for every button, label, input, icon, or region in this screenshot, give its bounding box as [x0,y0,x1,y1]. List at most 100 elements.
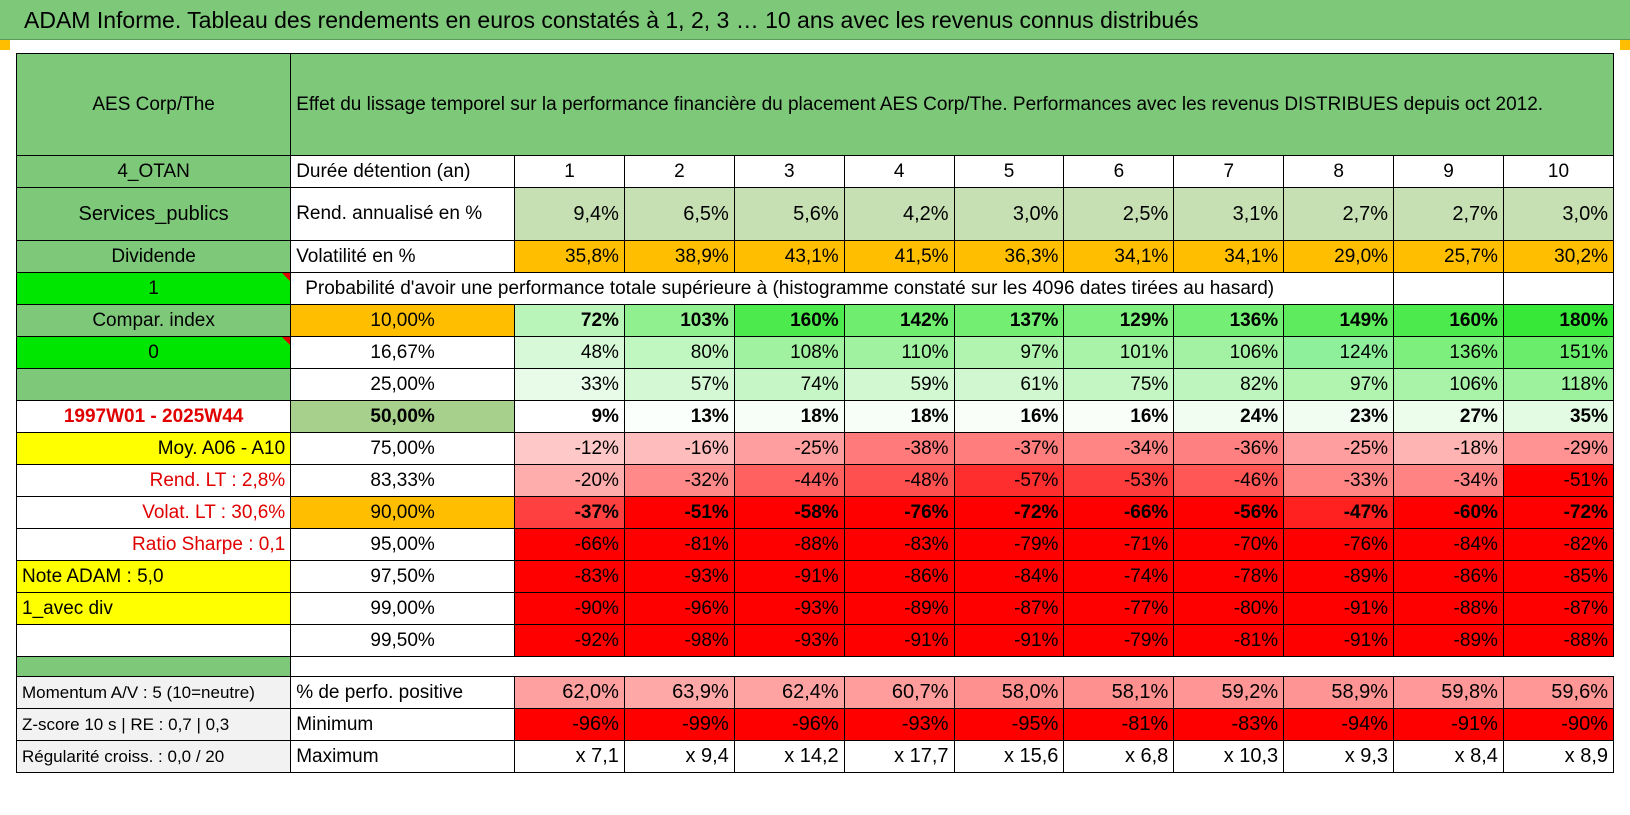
quantile-value: 136% [1173,304,1285,337]
quantile-value: 101% [1063,336,1175,369]
year-header: 4 [843,155,955,188]
stats-value: -90% [1502,708,1615,741]
dividend-label: Dividende [15,240,292,273]
quantile-value: 82% [1173,368,1285,401]
probability-blank-9 [1393,272,1504,305]
volatility-value: 41,5% [843,240,955,273]
quantile-value: -87% [953,592,1065,625]
header-row: AES Corp/The Effet du lissage temporel s… [15,53,1614,156]
quantile-value: 136% [1393,336,1504,369]
quantile-value: -91% [1283,624,1395,657]
quantile-value: -87% [1502,592,1615,625]
probability-level: 99,50% [290,624,516,657]
quantile-value: 24% [1173,400,1285,433]
side-label: 1997W01 - 2025W44 [15,400,292,433]
quantile-value: -82% [1502,528,1615,561]
quantile-value: 18% [733,400,845,433]
probability-level: 97,50% [290,560,516,593]
quantile-row: 1997W01 - 2025W44 50,00% 9% 13% 18% 18% 16% 16%… [15,400,1615,433]
quantile-value: -76% [843,496,955,529]
probability-level: 10,00% [290,304,516,337]
side-label: Ratio Sharpe : 0,1 [15,528,292,561]
quantile-value: -20% [514,464,625,497]
quantile-row: 1_avec div 99,00% -90% -96% -93% -89% -87% -77%… [15,592,1615,625]
stats-value: 58,9% [1283,676,1395,709]
quantile-value: -34% [1063,432,1175,465]
year-header: 5 [953,155,1065,188]
quantile-value: -88% [733,528,845,561]
probability-level: 25,00% [290,368,516,401]
quantile-value: -48% [843,464,955,497]
quantile-value: 35% [1502,400,1615,433]
quantile-value: 118% [1502,368,1615,401]
quantile-value: -53% [1063,464,1175,497]
stats-value: -81% [1063,708,1175,741]
alliance-label: 4_OTAN [15,155,292,188]
stats-value: 58,1% [1063,676,1175,709]
quantile-row: 0 16,67% 48% 80% 108% 110% 97% 101% 106% 124% 136%… [15,336,1615,369]
quantile-value: -84% [953,560,1065,593]
stats-value: -95% [953,708,1065,741]
annual-return-row: Services_publics Rend. annualisé en % 9,… [15,187,1615,241]
stats-value: x 6,8 [1063,740,1175,773]
annual-return-value: 5,6% [733,187,845,241]
year-header: 10 [1502,155,1615,188]
annual-return-value: 9,4% [514,187,625,241]
stats-row: Z-score 10 s | RE : 0,7 | 0,3 Minimum -96%… [15,708,1615,741]
quantile-value: 74% [733,368,845,401]
quantile-value: 137% [953,304,1065,337]
quantile-value: 160% [733,304,845,337]
volatility-value: 29,0% [1283,240,1395,273]
quantile-value: -79% [1063,624,1175,657]
probability-level: 75,00% [290,432,516,465]
quantile-value: -74% [1063,560,1175,593]
probability-level: 90,00% [290,496,516,529]
quantile-value: -91% [733,560,845,593]
returns-table: AES Corp/The Effet du lissage temporel s… [15,53,1615,773]
probability-caption: Probabilité d'avoir une performance tota… [305,277,1275,299]
quantile-value: 16% [1063,400,1175,433]
volatility-label: Volatilité en % [290,240,516,273]
quantile-value: 23% [1283,400,1395,433]
quantile-value: -71% [1063,528,1175,561]
quantile-value: 27% [1393,400,1504,433]
year-header: 9 [1393,155,1504,188]
quantile-value: -72% [953,496,1065,529]
volatility-value: 43,1% [733,240,845,273]
stats-row: Régularité croiss. : 0,0 / 20 Maximum x 7,… [15,740,1615,773]
stats-value: x 17,7 [843,740,955,773]
report-title: ADAM Informe. Tableau des rendements en … [0,0,1630,40]
stats-value: 60,7% [843,676,955,709]
probability-level: 99,00% [290,592,516,625]
stats-value: x 9,4 [623,740,735,773]
volatility-value: 30,2% [1502,240,1615,273]
quantile-value: -89% [1283,560,1395,593]
quantile-value: 9% [514,400,625,433]
quantile-value: 57% [623,368,735,401]
quantile-row: Ratio Sharpe : 0,1 95,00% -66% -81% -88% -83%… [15,528,1615,561]
quantile-value: -33% [1283,464,1395,497]
quantile-value: -56% [1173,496,1285,529]
stats-value: 62,4% [733,676,845,709]
quantile-value: -16% [623,432,735,465]
quantile-value: -93% [623,560,735,593]
volatility-value: 38,9% [623,240,735,273]
quantile-value: -37% [514,496,625,529]
quantile-value: -44% [733,464,845,497]
stats-value: 59,6% [1502,676,1615,709]
volatility-value: 34,1% [1173,240,1285,273]
stats-value: -94% [1283,708,1395,741]
side-label [15,624,292,657]
stats-value: x 7,1 [514,740,625,773]
quantile-value: -51% [1502,464,1615,497]
quantile-value: 59% [843,368,955,401]
duration-label: Durée détention (an) [290,155,516,188]
probability-level: 95,00% [290,528,516,561]
quantile-value: 16% [953,400,1065,433]
quantile-value: 149% [1283,304,1395,337]
quantile-value: -37% [953,432,1065,465]
quantile-value: -92% [514,624,625,657]
quantile-value: -91% [953,624,1065,657]
quantile-value: -84% [1393,528,1504,561]
quantile-value: 110% [843,336,955,369]
